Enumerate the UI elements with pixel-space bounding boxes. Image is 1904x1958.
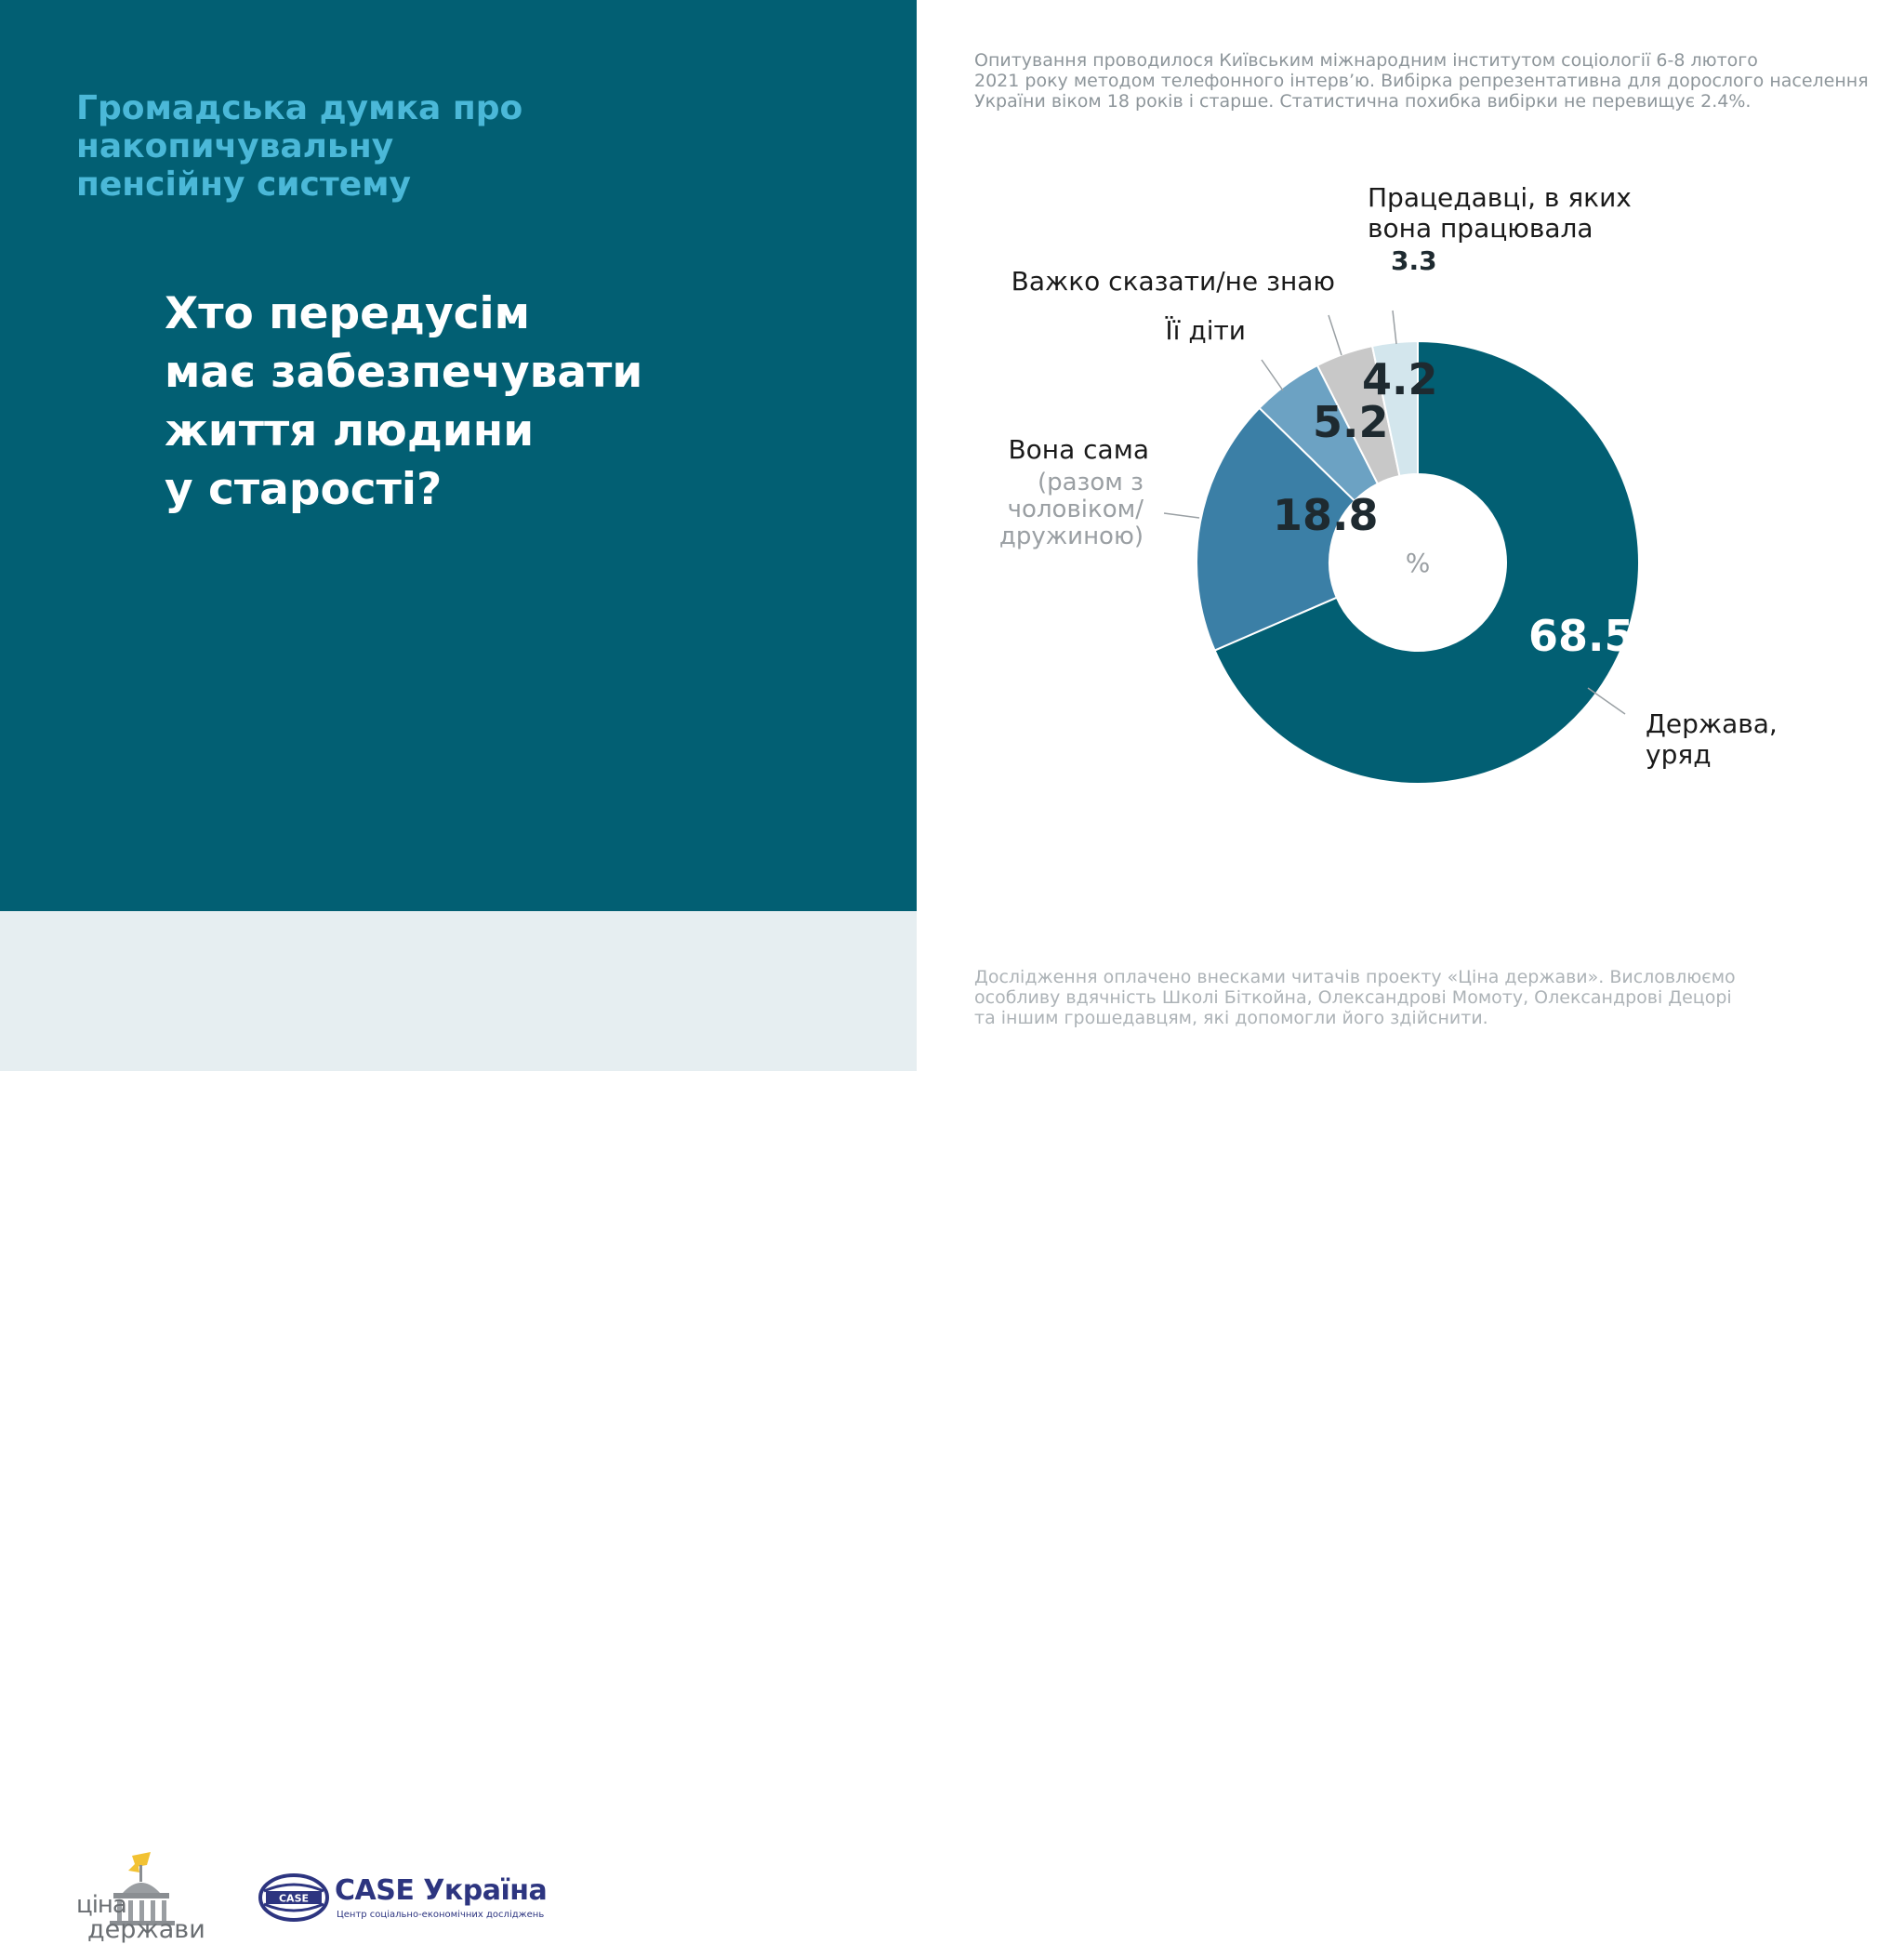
center-label: % <box>1406 548 1431 578</box>
donut-slice <box>1370 339 1419 478</box>
value-label: 5.2 <box>1313 397 1389 447</box>
slice-label: Працедавці, в яких вона працювала <box>1368 182 1632 244</box>
slice-label: Її діти <box>1165 315 1246 346</box>
value-label: 68.5 <box>1528 611 1634 661</box>
leader-line <box>1328 314 1342 356</box>
value-label: 18.8 <box>1273 490 1379 540</box>
methodology-note: Опитування проводилося Київським міжнаро… <box>974 50 1869 112</box>
donut-slice <box>1213 339 1640 785</box>
slice-sublabel: (разом з чоловіком/дружиною) <box>999 469 1144 550</box>
survey-question: Хто передусім має забезпечувати життя лю… <box>165 288 643 515</box>
slice-label: Вона сама <box>1008 434 1149 465</box>
leader-line <box>1392 310 1397 345</box>
slice-label: Держава, уряд <box>1646 708 1778 770</box>
slice-label: Важко сказати/не знаю <box>1012 266 1335 297</box>
case-emblem-icon: CASE <box>258 1873 329 1922</box>
cina-derzhavy-logo: ціна держави <box>73 1852 212 1954</box>
value-label: 4.2 <box>1362 354 1438 404</box>
value-label: 3.3 <box>1391 245 1437 276</box>
case-ukraine-logo: CASE CASE Україна Центр соціально-економ… <box>258 1872 548 1928</box>
leader-line <box>1261 359 1284 391</box>
donut-slice <box>1196 406 1356 652</box>
case-logo-subtitle: Центр соціально-економічних досліджень <box>337 1910 545 1920</box>
cina-logo-word2: держави <box>87 1915 205 1944</box>
acknowledgement-note: Дослідження оплачено внесками читачів пр… <box>974 967 1736 1028</box>
case-emblem-text: CASE <box>279 1893 309 1905</box>
left-panel: Громадська думка про накопичувальну пенс… <box>0 0 917 911</box>
leader-line <box>1163 512 1200 519</box>
leader-line <box>1587 687 1626 715</box>
case-logo-name: CASE Україна <box>335 1874 548 1907</box>
section-title: Громадська думка про накопичувальну пенс… <box>76 89 523 204</box>
